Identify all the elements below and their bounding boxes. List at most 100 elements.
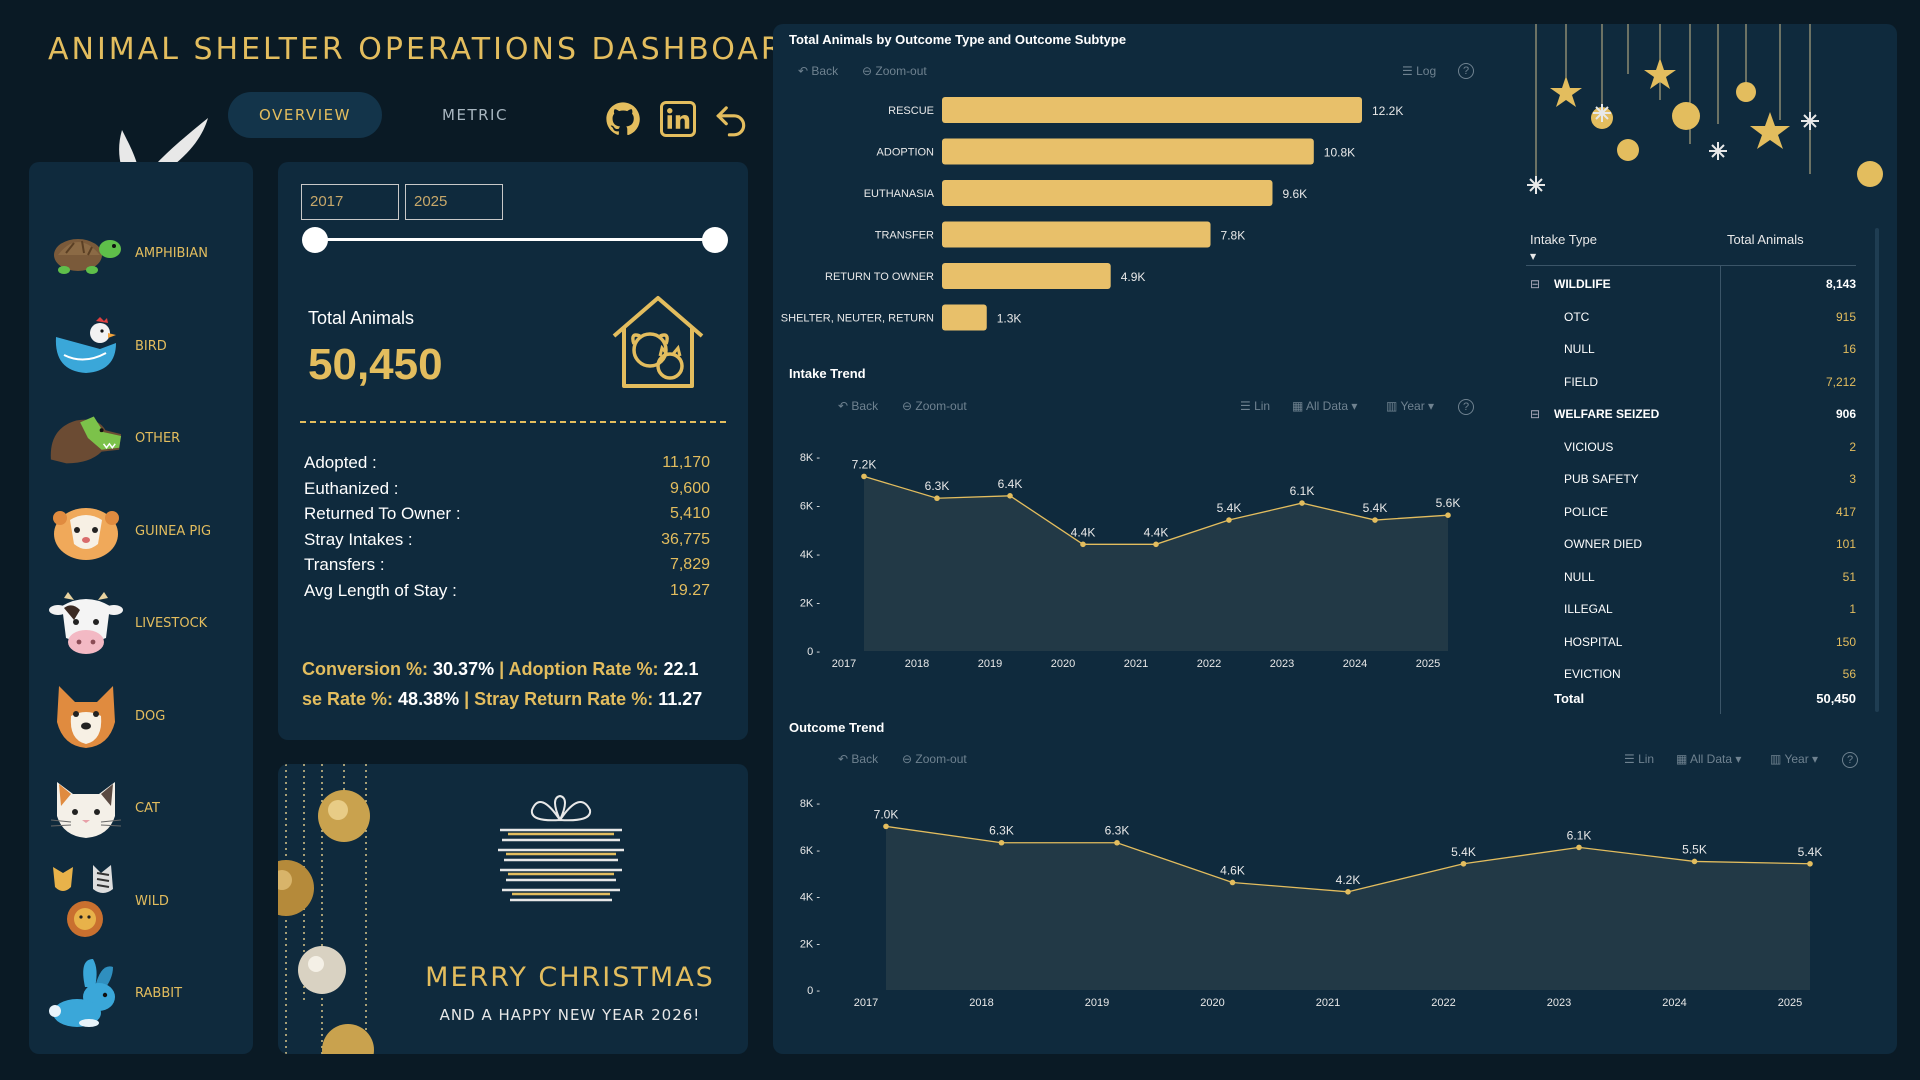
matrix-row[interactable]: OWNER DIED 101 [1528,528,1856,560]
matrix-scrollbar[interactable] [1875,228,1879,712]
chart-lin-label: Lin [1638,752,1655,766]
chart-zoom-out-button[interactable]: ⊖ Zoom-out [902,399,967,413]
all-data-dropdown[interactable]: ▦ All Data ▾ [1292,399,1357,413]
chart-back-button[interactable]: ↶ Back [798,64,838,78]
sidebar-item-other[interactable]: OTHER [47,398,247,478]
stat-label: Euthanized : [304,479,399,498]
chart-back-button[interactable]: ↶ Back [838,399,878,413]
data-label: 5.4K [1798,845,1823,859]
matrix-row[interactable]: ILLEGAL 1 [1528,593,1856,625]
sidebar-item-livestock[interactable]: LIVESTOCK [47,583,247,663]
chart-log-scale-button[interactable]: ☰ Log [1402,64,1436,78]
year-dropdown[interactable]: ▥ Year ▾ [1770,752,1818,766]
bird-icon [47,311,125,381]
all-data-dropdown[interactable]: ▦ All Data ▾ [1676,752,1741,766]
bar-category-label: EUTHANASIA [864,188,935,200]
stat-label: Stray Intakes : [304,530,413,549]
chart-back-label: Back [851,752,879,766]
matrix-total-value: 50,450 [1816,690,1856,706]
sidebar-item-cat[interactable]: CAT [47,768,247,848]
y-tick-label: 8K - [800,798,821,810]
data-point [1345,889,1351,895]
matrix-row[interactable]: EVICTION 56 [1528,658,1856,690]
chart-zoom-out-button[interactable]: ⊖ Zoom-out [902,752,967,766]
data-point [934,495,940,502]
data-label: 4.2K [1336,873,1361,887]
sidebar-item-rabbit[interactable]: RABBIT [47,953,247,1033]
sidebar-item-amphibian[interactable]: AMPHIBIAN [47,213,247,293]
matrix-row[interactable]: PUB SAFETY 3 [1528,463,1856,495]
sidebar-item-dog[interactable]: DOG [47,676,247,756]
matrix-row-value: 150 [1835,634,1856,649]
data-label: 6.1K [1290,484,1315,498]
sidebar-item-wild[interactable]: WILD [47,861,247,941]
chart-lin-scale-button[interactable]: ☰ Lin [1240,399,1270,413]
linkedin-icon[interactable] [657,98,699,140]
collapse-icon[interactable]: ⊟ [1530,277,1541,291]
data-point [1372,517,1378,523]
year-dropdown[interactable]: ▥ Year ▾ [1386,399,1434,413]
ticker-value: 22.1 [663,659,699,679]
matrix-row-label: PUB SAFETY [1564,472,1639,486]
matrix-row-label: FIELD [1564,374,1599,389]
chart-zoom-out-label: Zoom-out [915,399,967,413]
chart-lin-scale-button[interactable]: ☰ Lin [1624,752,1654,766]
matrix-row[interactable]: NULL 51 [1528,561,1856,593]
matrix-row[interactable]: HOSPITAL 150 [1528,626,1856,658]
help-icon[interactable]: ? [1458,399,1474,415]
matrix-row-value: 906 [1835,407,1856,421]
zoom-out-icon: ⊖ [902,752,916,766]
data-point [1114,839,1120,846]
matrix-group-row[interactable]: ⊟ WILDLIFE 8,143 [1528,268,1856,300]
stat-value: 19.27 [669,582,710,599]
data-point [883,823,889,830]
chevron-down-icon: ▾ [1732,752,1742,766]
matrix-row[interactable]: POLICE 417 [1528,496,1856,528]
matrix-header-total-animals[interactable]: Total Animals [1727,232,1804,247]
collapse-icon[interactable]: ⊟ [1530,407,1541,421]
ticker-label: | Stray Return Rate %: [459,689,659,709]
chart-back-button[interactable]: ↶ Back [838,752,878,766]
chart-zoom-out-button[interactable]: ⊖ Zoom-out [862,64,927,78]
sort-desc-icon[interactable]: ▼ [1530,252,1537,261]
chevron-down-icon: ▾ [1808,752,1819,766]
y-tick-label: 4K - [800,892,821,904]
data-label: 6.4K [998,477,1023,491]
ticker-value: 11.27 [658,689,703,709]
matrix-row[interactable]: NULL 16 [1528,333,1856,365]
data-point [998,839,1005,846]
stat-value: 9,600 [669,480,710,497]
all-data-label: All Data [1306,399,1349,413]
year-slider-end-handle[interactable] [702,227,728,253]
intake-trend-title: Intake Trend [789,366,866,381]
matrix-header-divider [1526,265,1856,266]
calendar-icon: ▦ [1292,399,1307,413]
greeting-title: MERRY CHRISTMAS [425,962,715,993]
area-fill [886,826,1810,990]
x-tick-label: 2019 [978,658,1002,670]
shelter-house-icon [608,292,708,396]
sidebar-item-label: BIRD [135,338,167,354]
back-icon: ↶ [838,752,852,766]
bar [942,180,1273,206]
tab-metric[interactable]: METRIC [442,106,508,124]
help-icon[interactable]: ? [1842,752,1858,768]
back-arrow-icon[interactable] [710,98,752,140]
year-slider-start-handle[interactable] [302,227,328,253]
matrix-total-row: Total 50,450 [1528,682,1856,714]
github-icon[interactable] [602,98,644,140]
matrix-row[interactable]: FIELD 7,212 [1528,366,1856,398]
x-tick-label: 2023 [1547,997,1571,1009]
matrix-header-intake-type[interactable]: Intake Type [1530,232,1597,247]
sidebar-item-guinea-pig[interactable]: GUINEA PIG [47,491,247,571]
matrix-row[interactable]: VICIOUS 2 [1528,431,1856,463]
matrix-group-row[interactable]: ⊟ WELFARE SEIZED 906 [1528,398,1856,430]
stat-label: Transfers : [304,555,385,574]
sidebar-item-bird[interactable]: BIRD [47,306,247,386]
matrix-row-value: 1 [1849,602,1856,616]
tab-overview[interactable]: OVERVIEW [228,92,382,138]
year-start-input[interactable]: 2017 [301,184,399,220]
matrix-row[interactable]: OTC 915 [1528,301,1856,333]
year-end-input[interactable]: 2025 [405,184,503,220]
help-icon[interactable]: ? [1458,63,1474,79]
